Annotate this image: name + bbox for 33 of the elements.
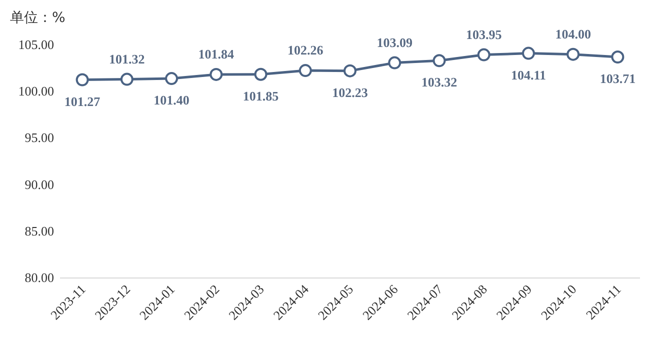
data-label: 104.00 — [555, 26, 591, 42]
point — [477, 48, 490, 62]
point — [522, 46, 535, 60]
point — [298, 64, 312, 78]
data-label: 101.32 — [109, 51, 145, 66]
y-axis-title: 单位：% — [10, 10, 66, 26]
point — [566, 48, 580, 61]
data-label: 103.95 — [466, 26, 502, 42]
data-label: 102.23 — [332, 84, 368, 100]
data-label: 101.84 — [198, 46, 235, 62]
data-label: 101.85 — [242, 88, 280, 104]
y-tick-label: 80.00 — [24, 270, 54, 285]
point — [210, 68, 223, 81]
point — [432, 54, 446, 68]
y-tick-label: 90.00 — [24, 176, 54, 192]
y-tick-label: 95.00 — [24, 130, 54, 146]
y-tick-label: 85.00 — [24, 223, 54, 238]
point — [165, 72, 178, 86]
point — [388, 56, 402, 70]
data-label: 103.32 — [421, 74, 458, 90]
point — [76, 73, 89, 86]
data-label: 104.11 — [510, 67, 546, 82]
data-label: 102.26 — [288, 42, 324, 58]
y-tick-label: 100.00 — [18, 84, 54, 99]
data-label: 101.40 — [154, 92, 190, 108]
data-label: 101.27 — [64, 94, 101, 109]
y-tick-label: 105.00 — [18, 37, 54, 52]
point — [254, 68, 268, 81]
data-label: 103.09 — [376, 34, 413, 50]
data-label: 103.71 — [600, 71, 636, 86]
point — [344, 64, 356, 78]
point — [120, 72, 134, 86]
point — [611, 50, 624, 64]
